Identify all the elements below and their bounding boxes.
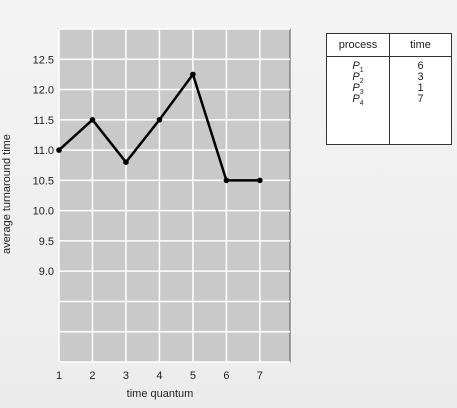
y-tick-label: 12.5 <box>33 54 54 66</box>
y-tick-label: 11.0 <box>33 145 54 157</box>
x-tick-label: 5 <box>190 370 196 382</box>
data-point <box>56 147 62 153</box>
y-tick-label: 10.5 <box>33 175 54 187</box>
data-point <box>257 177 263 184</box>
x-tick-label: 3 <box>123 370 129 382</box>
y-tick-label: 9.0 <box>39 266 54 278</box>
header-time: time <box>389 33 452 57</box>
y-tick-label: 12.0 <box>33 85 54 97</box>
time-column: 6 3 1 7 <box>390 57 452 145</box>
process-column: P1 P2 P3 P4 <box>326 56 390 145</box>
data-point <box>156 117 163 123</box>
x-axis-label: time quantum <box>126 388 194 400</box>
process-name: P4 <box>352 93 364 108</box>
x-tick-label: 6 <box>223 370 229 382</box>
y-tick-labels: 9.0 9.5 10.0 10.5 11.0 11.5 12.0 12.5 <box>33 54 54 278</box>
process-time: 1 <box>417 82 424 94</box>
y-tick-label: 10.0 <box>33 206 54 218</box>
process-time: 7 <box>417 93 424 105</box>
header-process: process <box>326 33 390 57</box>
y-axis-label: average turnaround time <box>1 134 13 254</box>
process-name: P3 <box>352 82 364 97</box>
process-time: 3 <box>417 71 424 83</box>
process-name: P1 <box>352 60 364 75</box>
process-name: P2 <box>352 71 364 86</box>
data-point <box>223 177 230 184</box>
y-tick-label: 9.5 <box>39 236 54 248</box>
data-point <box>190 71 196 78</box>
data-point <box>123 159 129 165</box>
x-tick-label: 7 <box>257 370 263 382</box>
x-tick-label: 2 <box>89 370 95 382</box>
table-body-row: P1 P2 P3 P4 6 3 1 7 <box>326 56 452 145</box>
process-time: 6 <box>417 60 424 72</box>
data-point <box>89 117 96 123</box>
x-tick-label: 4 <box>156 370 162 382</box>
x-tick-label: 1 <box>56 370 62 382</box>
series-layer <box>56 71 263 184</box>
table-header-row: process time <box>326 33 452 57</box>
grid <box>58 28 290 363</box>
plot-area <box>58 28 291 363</box>
y-tick-label: 11.5 <box>33 115 54 127</box>
x-tick-labels: 1 2 3 4 5 6 7 <box>56 370 263 382</box>
process-table: process time P1 P2 P3 P4 6 3 1 7 <box>326 33 452 145</box>
